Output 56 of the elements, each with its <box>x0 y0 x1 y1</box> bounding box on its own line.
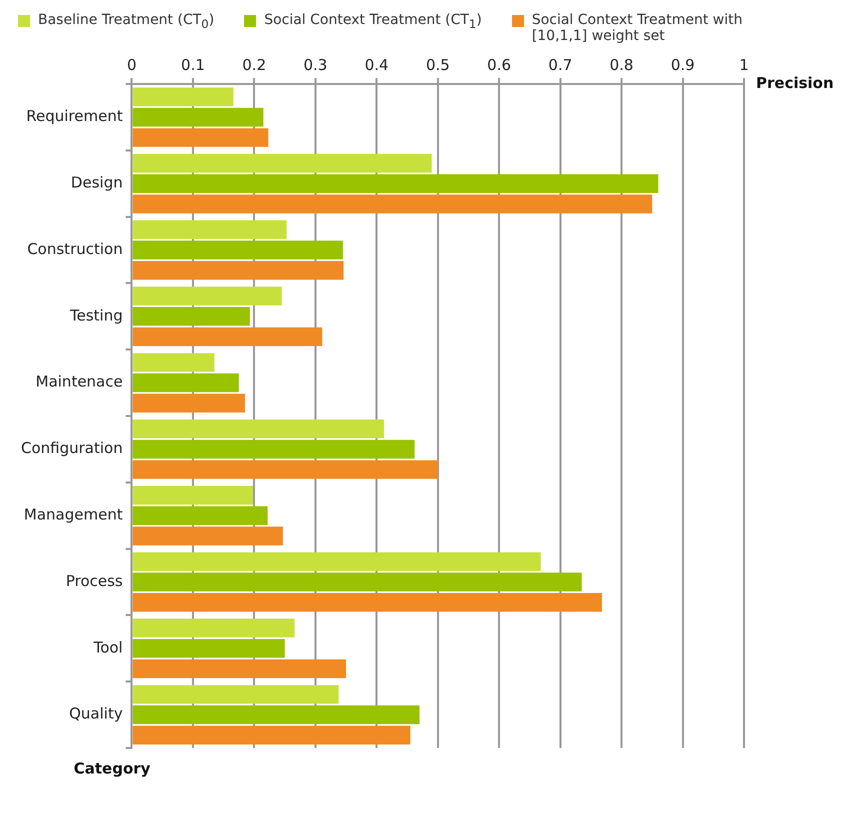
bar <box>132 726 410 745</box>
x-tick-label: 0.9 <box>670 56 695 74</box>
bar <box>132 394 245 413</box>
legend-label: Baseline Treatment (CT$_{0}$) <box>38 12 214 31</box>
bar <box>132 440 415 459</box>
bar <box>132 194 652 214</box>
bar <box>132 592 602 612</box>
x-tick-label: 0.1 <box>181 56 205 74</box>
x-tick-label: 0.8 <box>610 56 634 74</box>
x-tick-label: 0.6 <box>487 56 512 74</box>
bar <box>132 419 384 438</box>
bar <box>132 353 214 372</box>
y-tick-label: Maintenace <box>36 372 123 391</box>
legend-label: Social Context Treatment with [10,1,1] weight set <box>532 12 744 44</box>
bar <box>132 373 239 392</box>
bar <box>132 659 346 678</box>
y-tick-label: Quality <box>69 704 123 723</box>
y-axis-title: Category <box>74 759 151 778</box>
y-tick-label: Construction <box>27 240 123 258</box>
y-tick-label: Testing <box>68 306 123 324</box>
y-tick-label: Design <box>70 173 123 192</box>
x-tick-label: 0 <box>126 56 136 74</box>
x-tick-label: 0.4 <box>364 56 389 74</box>
x-axis-title: Precision <box>756 74 834 92</box>
bar <box>132 526 283 546</box>
bar <box>132 327 322 346</box>
y-tick-label: Tool <box>92 638 123 656</box>
bar <box>132 639 285 658</box>
y-tick-label: Process <box>66 572 123 590</box>
bar <box>132 685 339 704</box>
bar <box>132 220 287 240</box>
y-tick-label: Requirement <box>26 107 123 126</box>
legend-label: Social Context Treatment (CT$_{1}$) <box>264 12 482 31</box>
bar <box>132 260 344 280</box>
y-tick-label: Management <box>24 505 123 524</box>
bar <box>132 87 234 106</box>
bar <box>132 460 438 479</box>
bar <box>132 154 432 173</box>
bar <box>132 240 343 260</box>
bar <box>132 705 420 724</box>
x-tick-label: 0.3 <box>303 56 328 74</box>
bar <box>132 572 582 592</box>
bar <box>132 128 268 147</box>
y-tick-label: Configuration <box>20 439 123 458</box>
x-tick-label: 0.7 <box>548 56 572 74</box>
bar <box>132 174 658 193</box>
bar <box>132 552 541 572</box>
bar <box>132 307 250 326</box>
x-tick-label: 0.2 <box>242 56 266 74</box>
bar <box>132 486 253 505</box>
bar <box>132 286 282 306</box>
bar <box>132 108 264 127</box>
bar <box>132 506 268 525</box>
x-tick-label: 1 <box>739 56 749 74</box>
x-tick-label: 0.5 <box>426 56 450 74</box>
bar <box>132 618 295 638</box>
